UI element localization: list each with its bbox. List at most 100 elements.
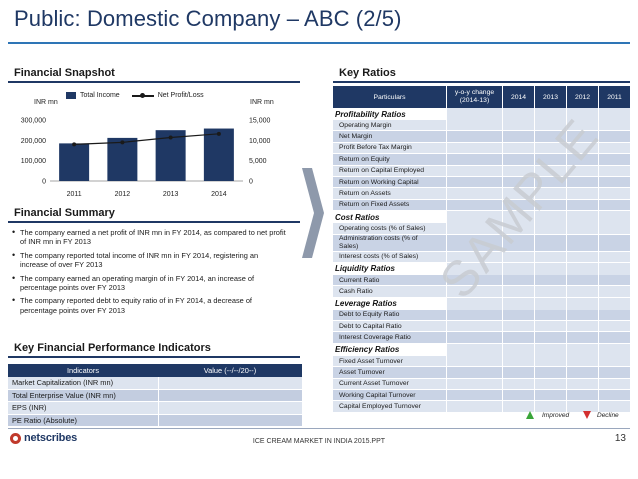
ratios-col-particulars: Particulars [373,93,406,101]
ratio-value-cells [446,211,630,224]
legend-decline: Decline [597,412,619,419]
ratios-rule [333,81,630,83]
table-row: Market Capitalization (INR mn) [8,377,302,390]
legend-label-net-profit: Net Profit/Loss [157,92,204,99]
ratios-body: Profitability Ratios Operating Margin Net … [333,108,630,413]
left-axis-unit: INR mn [34,99,58,106]
ratios-heading: Key Ratios [339,67,396,79]
ratio-value-cells [446,297,630,310]
right-axis-tick-label: 15,000 [249,118,271,125]
table-row: Operating Margin [333,120,630,132]
ratio-label: Interest Coverage Ratio [339,334,411,342]
net-profit-point [72,142,77,147]
table-row: Current Asset Turnover [333,378,630,391]
ratio-label: Return on Working Capital [339,178,419,186]
summary-heading: Financial Summary [14,207,115,219]
kpi-rule [8,356,300,358]
table-row: Debt to Capital Ratio [333,321,630,333]
right-axis-tick-label: 10,000 [249,138,271,145]
left-axis-tick-label: 100,000 [21,158,46,165]
ratio-category-label: Liquidity Ratios [335,264,395,274]
table-row: Cash Ratio [333,286,630,298]
net-profit-point [120,140,125,145]
decline-arrow-icon [583,411,591,419]
legend-bar-swatch [66,92,76,99]
summary-bullet: The company earned a net profit of INR m… [12,228,287,247]
x-axis-tick-label: 2014 [211,191,227,198]
legend-label-total-income: Total Income [80,92,120,99]
snapshot-heading: Financial Snapshot [14,67,115,79]
income-bar [107,137,138,181]
ratio-label: Operating costs (% of Sales) [339,224,426,232]
ratio-value-cells [446,176,630,188]
right-axis-unit: INR mn [250,99,274,106]
kpi-indicator-label: EPS (INR) [12,403,47,412]
ratio-value-cells [446,367,630,378]
ratio-label: Return on Assets [339,190,391,198]
legend-improved: Improved [542,412,570,419]
x-axis-tick-label: 2012 [115,191,131,198]
financial-snapshot-chart: 0 100,000 200,000 300,000 0 5,000 10,000 15,000… [21,118,271,199]
ratio-label: Asset Turnover [339,368,385,376]
ratio-category-label: Efficiency Ratios [335,345,400,355]
summary-list: The company earned a net profit of INR m… [12,228,287,319]
chart-legend: Total Income Net Profit/Loss [66,92,204,99]
ratio-label: Return on Capital Employed [339,167,425,175]
ratio-label: Capital Employed Turnover [339,403,421,411]
table-row: Return on Equity [333,154,630,166]
left-axis-tick-label: 200,000 [21,138,46,145]
table-row: Operating costs (% of Sales) [333,223,630,235]
net-profit-point [168,135,173,140]
logo-text: netscribes [24,432,78,444]
table-row: Total Enterprise Value (INR mn) [8,389,302,402]
kpi-value-cell [158,414,302,426]
slide-title: Public: Domestic Company – ABC (2/5) [14,6,402,31]
ratio-value-cells [446,286,630,297]
snapshot-rule [8,81,300,83]
ratio-label: Debt to Equity Ratio [339,311,400,319]
x-axis-tick-label: 2013 [163,191,179,198]
table-row: Capital Employed Turnover [333,401,630,413]
ratio-category-row: Cost Ratios [333,211,630,224]
table-row: Return on Capital Employed [333,165,630,177]
table-row: Interest Coverage Ratio [333,332,630,344]
kpi-header-row: Indicators Value (--/--/20--) [8,364,302,377]
table-row: Return on Assets [333,188,630,200]
footer-divider [8,428,630,429]
table-row: Net Margin [333,131,630,143]
ratio-value-cells [446,131,630,142]
ratio-value-cells [446,188,630,199]
ratio-value-cells [446,142,630,154]
income-bar [59,143,90,181]
ratio-value-cells [446,262,630,275]
ratio-value-cells [446,343,630,356]
table-row: PE Ratio (Absolute) [8,414,302,427]
net-profit-point [216,131,221,136]
table-row: Working Capital Turnover [333,390,630,402]
ratio-value-cells [446,378,630,390]
ratios-col-yoy: y-o-y change (2014-13) [446,86,502,108]
ratio-label: Fixed Asset Turnover [339,357,403,365]
title-divider [8,42,630,44]
ratio-label: Net Margin [339,133,373,141]
left-axis-tick-label: 0 [42,179,46,186]
x-axis-tick-label: 2011 [67,191,82,198]
table-row: Current Ratio [333,274,630,287]
table-row: Profit Before Tax Margin [333,142,630,155]
ratio-label: Cash Ratio [339,287,373,295]
ratio-category-label: Profitability Ratios [335,109,406,119]
ratios-header-row: Particulars y-o-y change (2014-13) 2014 … [333,86,630,108]
ratio-value-cells [446,108,630,120]
table-row: Interest costs (% of Sales) [333,251,630,263]
income-bar [203,128,234,181]
ratio-label: Return on Fixed Assets [339,201,410,209]
table-row: Return on Working Capital [333,176,630,189]
kpi-indicator-label: Market Capitalization (INR mn) [12,378,114,387]
table-row: Debt to Equity Ratio [333,309,630,322]
ratio-value-cells [446,154,630,165]
ratio-category-label: Cost Ratios [335,212,380,222]
key-ratios-table: Particulars y-o-y change (2014-13) 2014 … [333,86,630,413]
ratios-col-year: 2011 [598,86,630,108]
summary-rule [8,221,300,223]
ratios-col-year: 2012 [566,86,598,108]
